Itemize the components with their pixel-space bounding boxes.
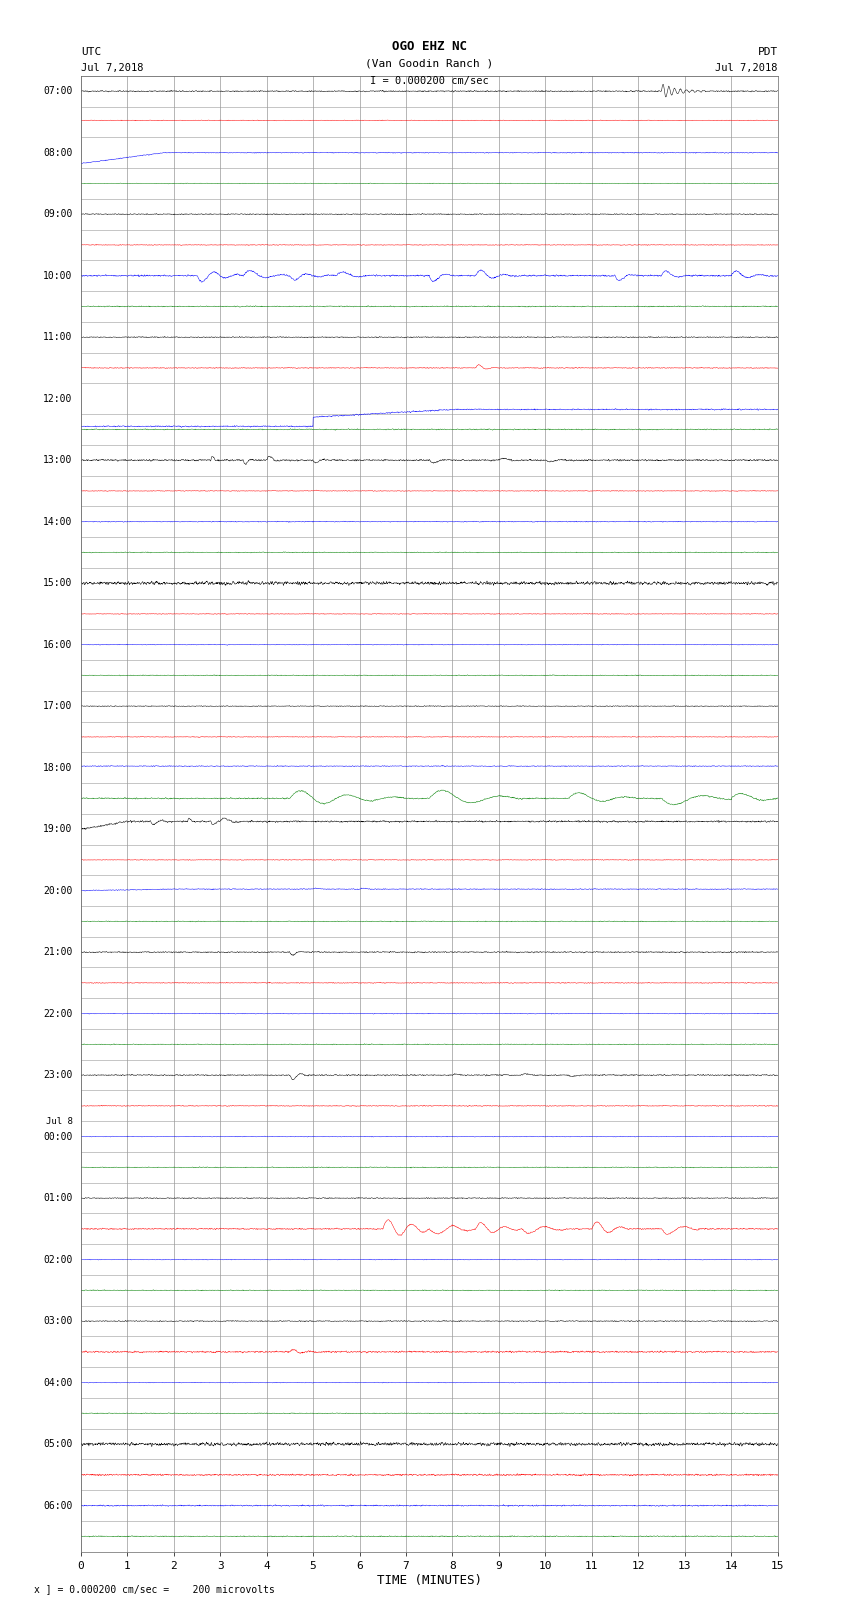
Text: 22:00: 22:00 xyxy=(43,1008,72,1019)
Text: x ] = 0.000200 cm/sec =    200 microvolts: x ] = 0.000200 cm/sec = 200 microvolts xyxy=(34,1584,275,1594)
Text: 03:00: 03:00 xyxy=(43,1316,72,1326)
Text: 19:00: 19:00 xyxy=(43,824,72,834)
Text: 06:00: 06:00 xyxy=(43,1500,72,1511)
Text: 16:00: 16:00 xyxy=(43,640,72,650)
Text: 20:00: 20:00 xyxy=(43,886,72,895)
Text: 18:00: 18:00 xyxy=(43,763,72,773)
Text: 17:00: 17:00 xyxy=(43,702,72,711)
Text: 21:00: 21:00 xyxy=(43,947,72,957)
Text: 02:00: 02:00 xyxy=(43,1255,72,1265)
Text: 10:00: 10:00 xyxy=(43,271,72,281)
Text: 08:00: 08:00 xyxy=(43,148,72,158)
Text: Jul 7,2018: Jul 7,2018 xyxy=(81,63,144,73)
Text: 01:00: 01:00 xyxy=(43,1194,72,1203)
Text: 12:00: 12:00 xyxy=(43,394,72,403)
Text: 05:00: 05:00 xyxy=(43,1439,72,1448)
Text: 14:00: 14:00 xyxy=(43,516,72,527)
Text: 11:00: 11:00 xyxy=(43,332,72,342)
Text: 23:00: 23:00 xyxy=(43,1069,72,1081)
Text: 15:00: 15:00 xyxy=(43,577,72,589)
Text: UTC: UTC xyxy=(81,47,101,56)
Text: 04:00: 04:00 xyxy=(43,1378,72,1387)
Text: Jul 7,2018: Jul 7,2018 xyxy=(715,63,778,73)
Text: (Van Goodin Ranch ): (Van Goodin Ranch ) xyxy=(366,58,493,68)
Text: PDT: PDT xyxy=(757,47,778,56)
Text: OGO EHZ NC: OGO EHZ NC xyxy=(392,40,467,53)
Text: Jul 8: Jul 8 xyxy=(46,1116,72,1126)
Text: 00:00: 00:00 xyxy=(43,1132,72,1142)
Text: I = 0.000200 cm/sec: I = 0.000200 cm/sec xyxy=(370,76,489,85)
Text: 07:00: 07:00 xyxy=(43,85,72,97)
Text: 09:00: 09:00 xyxy=(43,210,72,219)
Text: 13:00: 13:00 xyxy=(43,455,72,465)
X-axis label: TIME (MINUTES): TIME (MINUTES) xyxy=(377,1574,482,1587)
